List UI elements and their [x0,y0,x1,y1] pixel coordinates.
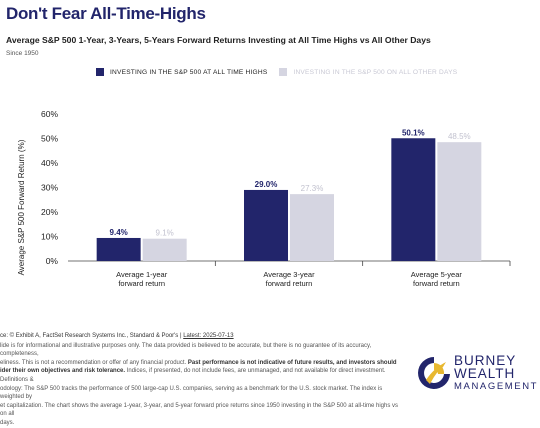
chart-subtitle: Average S&P 500 1-Year, 3-Years, 5-Years… [6,35,431,45]
source-text: ce: © Exhibit A, FactSet Research System… [0,333,182,339]
legend: INVESTING IN THE S&P 500 AT ALL TIME HIG… [96,66,469,78]
legend-swatch-all-time-highs [96,68,104,76]
bar-other-days [437,142,482,261]
disclaimer-line: days. [0,419,15,426]
bar-other-days [142,238,187,261]
bar-all-time-highs [244,189,288,261]
y-tick-label: 60% [41,109,58,119]
bar-all-time-highs [391,138,436,261]
y-tick-label: 20% [41,207,58,217]
legend-item-other-days: INVESTING IN THE S&P 500 ON ALL OTHER DA… [279,68,457,76]
disclaimer-line: lide is for informational and illustrati… [0,342,372,358]
bar-other-days [290,194,334,261]
data-label: 48.5% [448,132,471,141]
disclaimer-line: eliness. This is not a recommendation or… [0,359,397,366]
legend-label-other-days: INVESTING IN THE S&P 500 ON ALL OTHER DA… [293,68,458,76]
data-label: 50.1% [402,128,425,137]
y-axis-label: Average S&P 500 Forward Return (%) [17,139,26,275]
legend-label-all-time-highs: INVESTING IN THE S&P 500 AT ALL TIME HIG… [110,68,268,76]
disclaimer-text: lide is for informational and illustrati… [0,342,400,428]
bar-chart: Average S&P 500 Forward Return (%) 0% 10% 2… [17,109,511,288]
logo-wordmark: BURNEY WEALTH MANAGEMENT [454,354,538,393]
x-category-label: forward return [266,279,313,288]
data-label: 27.3% [301,184,324,193]
logo-line-1: BURNEY [454,353,517,368]
disclaimer-line: et capitalization. The chart shows the a… [0,402,398,418]
x-category-label: forward return [413,279,460,288]
x-category-label: Average 3-year [263,270,315,279]
legend-item-all-time-highs: INVESTING IN THE S&P 500 AT ALL TIME HIG… [96,68,267,76]
legend-swatch-other-days [279,68,288,76]
since-note: Since 1950 [6,50,39,57]
bar-all-time-highs [96,237,141,261]
data-label: 29.0% [255,180,278,189]
burney-logo-icon [418,357,450,389]
y-tick-label: 40% [41,158,58,168]
chart-title: Don't Fear All-Time-Highs [6,4,206,23]
y-tick-label: 50% [41,134,58,144]
x-category-label: Average 5-year [411,270,463,279]
source-date-link[interactable]: Latest: 2025-07-13 [183,333,234,339]
data-label: 9.4% [110,228,128,237]
y-tick-label: 0% [46,256,59,266]
x-category-label: Average 1-year [116,270,168,279]
disclaimer-line: ider their own objectives and risk toler… [0,368,386,383]
logo-line-3: MANAGEMENT [454,381,539,392]
y-tick-label: 10% [41,232,58,242]
source-line: ce: © Exhibit A, FactSet Research System… [0,332,400,341]
data-label: 9.1% [156,229,174,238]
source-disclaimer: ce: © Exhibit A, FactSet Research System… [0,332,400,428]
burney-logo: BURNEY WEALTH MANAGEMENT [414,352,540,398]
x-category-label: forward return [118,279,165,288]
disclaimer-line: odology: The S&P 500 tracks the performa… [0,385,383,401]
logo-line-2: WEALTH [454,366,516,381]
y-tick-label: 30% [41,183,58,193]
